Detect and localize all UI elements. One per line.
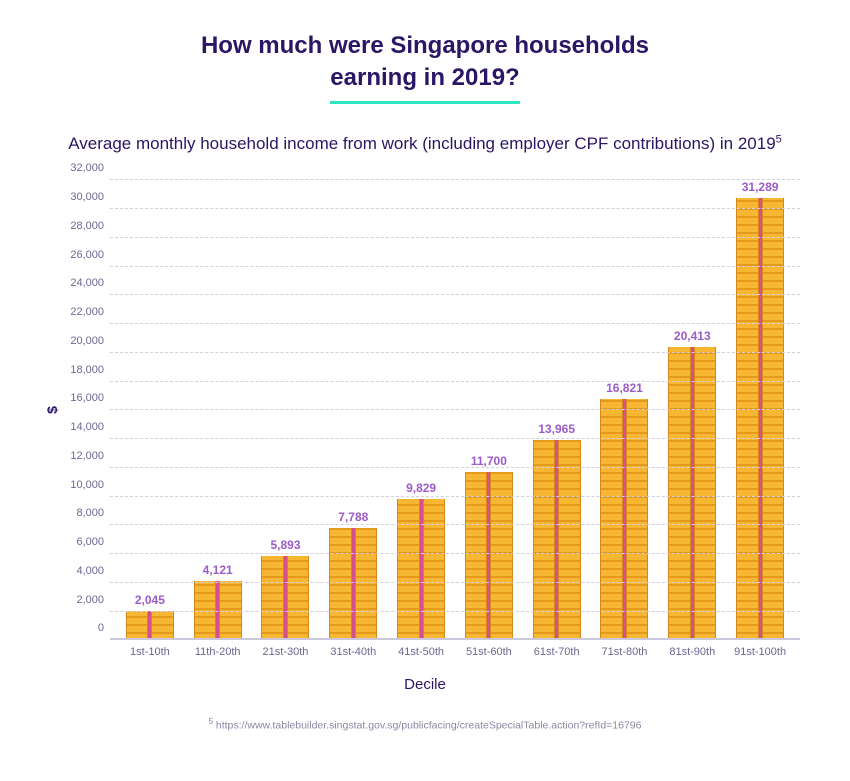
gridline	[110, 237, 800, 238]
bar-value-label: 7,788	[338, 510, 368, 524]
bar-value-label: 5,893	[270, 538, 300, 552]
bar	[600, 399, 648, 641]
title-underline	[330, 101, 520, 104]
y-tick-label: 30,000	[58, 191, 104, 203]
bar-slot: 11,700	[455, 180, 523, 640]
x-tick-label: 51st-60th	[455, 646, 523, 658]
x-tick-label: 1st-10th	[116, 646, 184, 658]
chart-container: How much were Singapore households earni…	[0, 0, 850, 781]
gridline	[110, 611, 800, 612]
y-axis-label: $	[44, 407, 60, 415]
gridline	[110, 524, 800, 525]
y-tick-label: 20,000	[58, 335, 104, 347]
footnote-text: https://www.tablebuilder.singstat.gov.sg…	[213, 720, 642, 732]
title-line-1: How much were Singapore households	[201, 32, 649, 59]
x-tick-label: 31st-40th	[319, 646, 387, 658]
bar-value-label: 4,121	[203, 563, 233, 577]
x-tick-label: 11th-20th	[184, 646, 252, 658]
gridline	[110, 352, 800, 353]
bar-value-label: 2,045	[135, 593, 165, 607]
chart-plot-area: $ 2,0454,1215,8937,7889,82911,70013,9651…	[110, 180, 800, 640]
x-tick-label: 61st-70th	[523, 646, 591, 658]
bar-slot: 20,413	[658, 180, 726, 640]
x-tick-label: 91st-100th	[726, 646, 794, 658]
x-tick-label: 71st-80th	[591, 646, 659, 658]
y-tick-label: 16,000	[58, 392, 104, 404]
bar	[126, 611, 174, 640]
bar-slot: 5,893	[252, 180, 320, 640]
bar-slot: 13,965	[523, 180, 591, 640]
bar-slot: 2,045	[116, 180, 184, 640]
bar	[668, 347, 716, 640]
x-tick-label: 21st-30th	[252, 646, 320, 658]
gridline	[110, 323, 800, 324]
title-line-2: earning in 2019?	[330, 64, 519, 91]
y-tick-label: 26,000	[58, 249, 104, 261]
bar-slot: 4,121	[184, 180, 252, 640]
gridline	[110, 266, 800, 267]
x-tick-label: 41st-50th	[387, 646, 455, 658]
gridline	[110, 381, 800, 382]
x-axis-title: Decile	[40, 676, 810, 693]
y-tick-label: 4,000	[58, 565, 104, 577]
gridline	[110, 582, 800, 583]
y-tick-label: 0	[58, 622, 104, 634]
gridline	[110, 467, 800, 468]
y-tick-label: 10,000	[58, 479, 104, 491]
subtitle-text: Average monthly household income from wo…	[68, 134, 775, 153]
footnote: 5 https://www.tablebuilder.singstat.gov.…	[40, 717, 810, 732]
bar-value-label: 9,829	[406, 481, 436, 495]
bar-slot: 7,788	[319, 180, 387, 640]
bar-value-label: 20,413	[674, 329, 711, 343]
bar	[329, 528, 377, 640]
chart-title: How much were Singapore households earni…	[40, 30, 810, 95]
x-tick-label: 81st-90th	[658, 646, 726, 658]
gridline	[110, 438, 800, 439]
plot: 2,045 4,121 5,893 7,788 9,829 11,700 13,965 16,…	[110, 180, 800, 640]
bar	[261, 556, 309, 641]
gridline	[110, 553, 800, 554]
gridline	[110, 409, 800, 410]
subtitle-sup: 5	[776, 133, 782, 145]
gridline	[110, 496, 800, 497]
gridline	[110, 638, 800, 640]
bar-value-label: 13,965	[538, 422, 575, 436]
y-tick-label: 6,000	[58, 536, 104, 548]
bar-value-label: 31,289	[742, 180, 779, 194]
x-axis-labels: 1st-10th11th-20th21st-30th31st-40th41st-…	[110, 640, 800, 658]
y-tick-label: 28,000	[58, 220, 104, 232]
bar	[465, 472, 513, 640]
bar-slot: 31,289	[726, 180, 794, 640]
bar-value-label: 16,821	[606, 381, 643, 395]
gridline	[110, 294, 800, 295]
chart-subtitle: Average monthly household income from wo…	[40, 132, 810, 157]
bar-slot: 16,821	[591, 180, 659, 640]
bar	[397, 499, 445, 640]
y-tick-label: 8,000	[58, 507, 104, 519]
y-tick-label: 18,000	[58, 364, 104, 376]
y-tick-label: 24,000	[58, 277, 104, 289]
gridline	[110, 208, 800, 209]
y-tick-label: 14,000	[58, 421, 104, 433]
y-tick-label: 12,000	[58, 450, 104, 462]
bar-slot: 9,829	[387, 180, 455, 640]
y-tick-label: 32,000	[58, 162, 104, 174]
gridline	[110, 179, 800, 180]
y-tick-label: 22,000	[58, 306, 104, 318]
bars-group: 2,045 4,121 5,893 7,788 9,829 11,700 13,965 16,…	[110, 180, 800, 640]
y-tick-label: 2,000	[58, 594, 104, 606]
